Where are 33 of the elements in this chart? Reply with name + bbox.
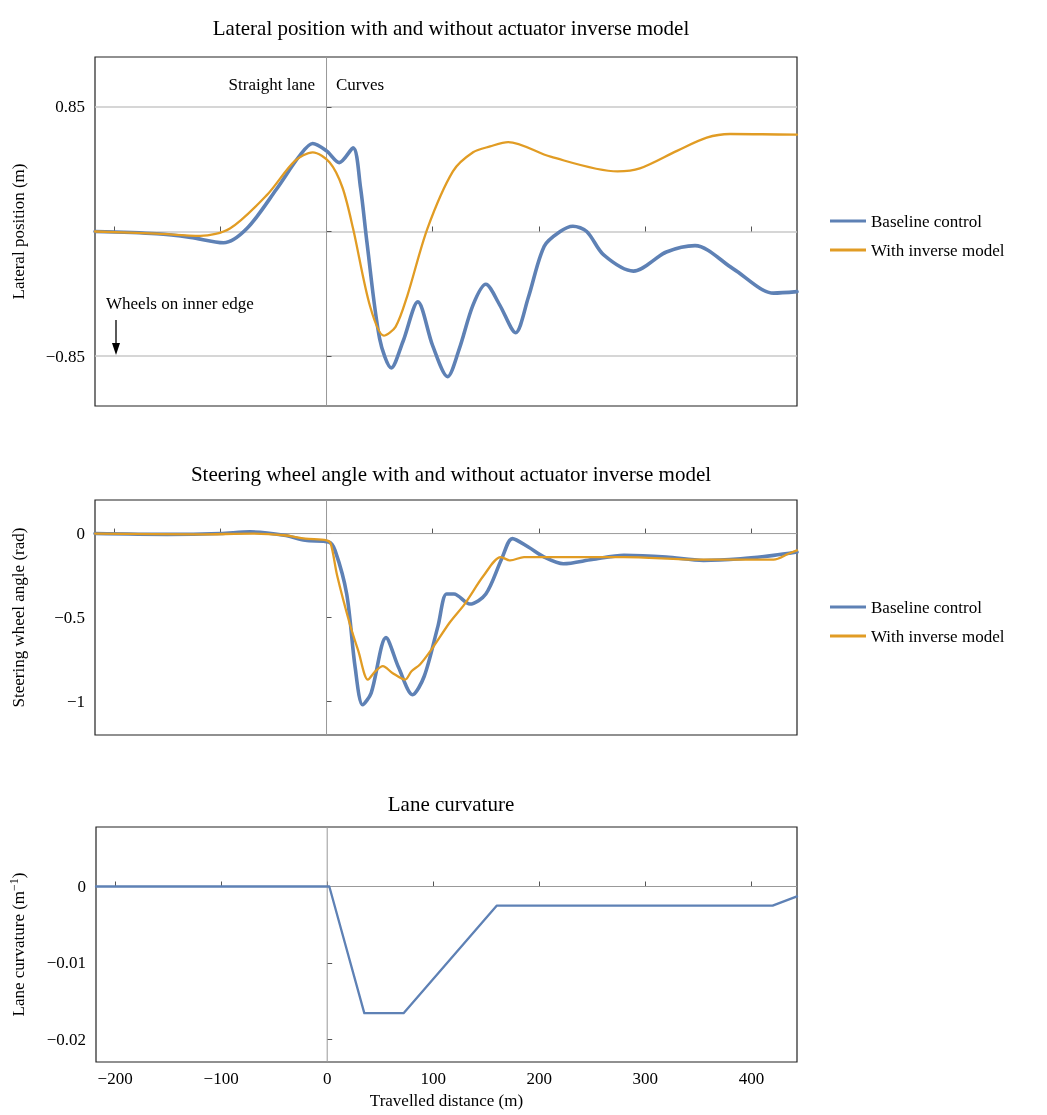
line-series <box>93 141 799 379</box>
y-tick-label: 0 <box>77 877 86 897</box>
chart-title: Lane curvature <box>387 791 515 816</box>
y-tick-label: −0.01 <box>46 953 86 973</box>
legend-label: Baseline control <box>871 211 983 231</box>
x-tick-label: 0 <box>322 1069 332 1088</box>
line-series <box>93 532 799 681</box>
y-tick-label: 0 <box>76 524 85 544</box>
y-tick-label: −0.02 <box>46 1029 86 1049</box>
y-tick-label: −0.85 <box>45 346 85 366</box>
x-tick-label: 100 <box>420 1069 446 1088</box>
y-tick-label: −1 <box>66 691 85 711</box>
legend-label: With inverse model <box>871 626 1005 646</box>
legend-label: With inverse model <box>871 240 1005 260</box>
x-tick-label: −200 <box>97 1069 133 1088</box>
x-axis-title: Travelled distance (m) <box>369 1091 524 1110</box>
chart-title: Lateral position with and without actuator inverse model <box>212 15 690 40</box>
y-axis-title: Steering wheel angle (rad) <box>9 527 28 708</box>
line-series <box>94 885 799 1015</box>
x-tick-label: −100 <box>203 1069 239 1088</box>
annotation: Curves <box>336 74 385 94</box>
annotation: Wheels on inner edge <box>106 293 254 313</box>
x-tick-label: 300 <box>632 1069 659 1088</box>
x-tick-label: 200 <box>526 1069 553 1088</box>
y-axis-title: Lateral position (m) <box>9 163 28 300</box>
annotation: Straight lane <box>228 74 315 94</box>
x-tick-label: 400 <box>738 1069 765 1088</box>
line-series <box>93 132 799 337</box>
y-tick-label: 0.85 <box>55 97 85 117</box>
y-tick-label: −0.5 <box>54 608 85 627</box>
legend-label: Baseline control <box>871 597 983 617</box>
y-axis-title: Lane curvature (m−1) <box>7 872 28 1017</box>
chart-title: Steering wheel angle with and without actuator inverse model <box>190 461 712 486</box>
